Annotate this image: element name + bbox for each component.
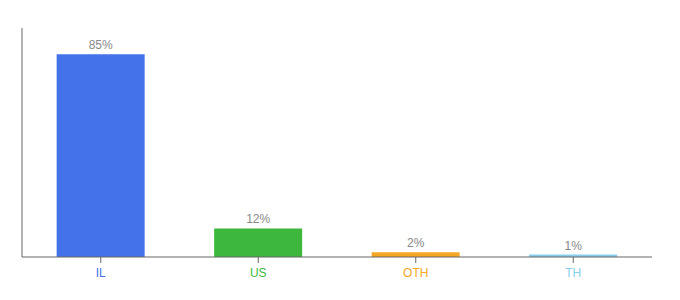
svg-text:85%: 85%	[89, 38, 113, 52]
svg-text:12%: 12%	[246, 212, 270, 226]
svg-text:2%: 2%	[407, 236, 425, 250]
svg-text:US: US	[250, 266, 267, 280]
svg-text:OTH: OTH	[403, 266, 428, 280]
svg-text:1%: 1%	[564, 239, 582, 253]
svg-text:IL: IL	[96, 266, 106, 280]
svg-text:TH: TH	[565, 266, 581, 280]
